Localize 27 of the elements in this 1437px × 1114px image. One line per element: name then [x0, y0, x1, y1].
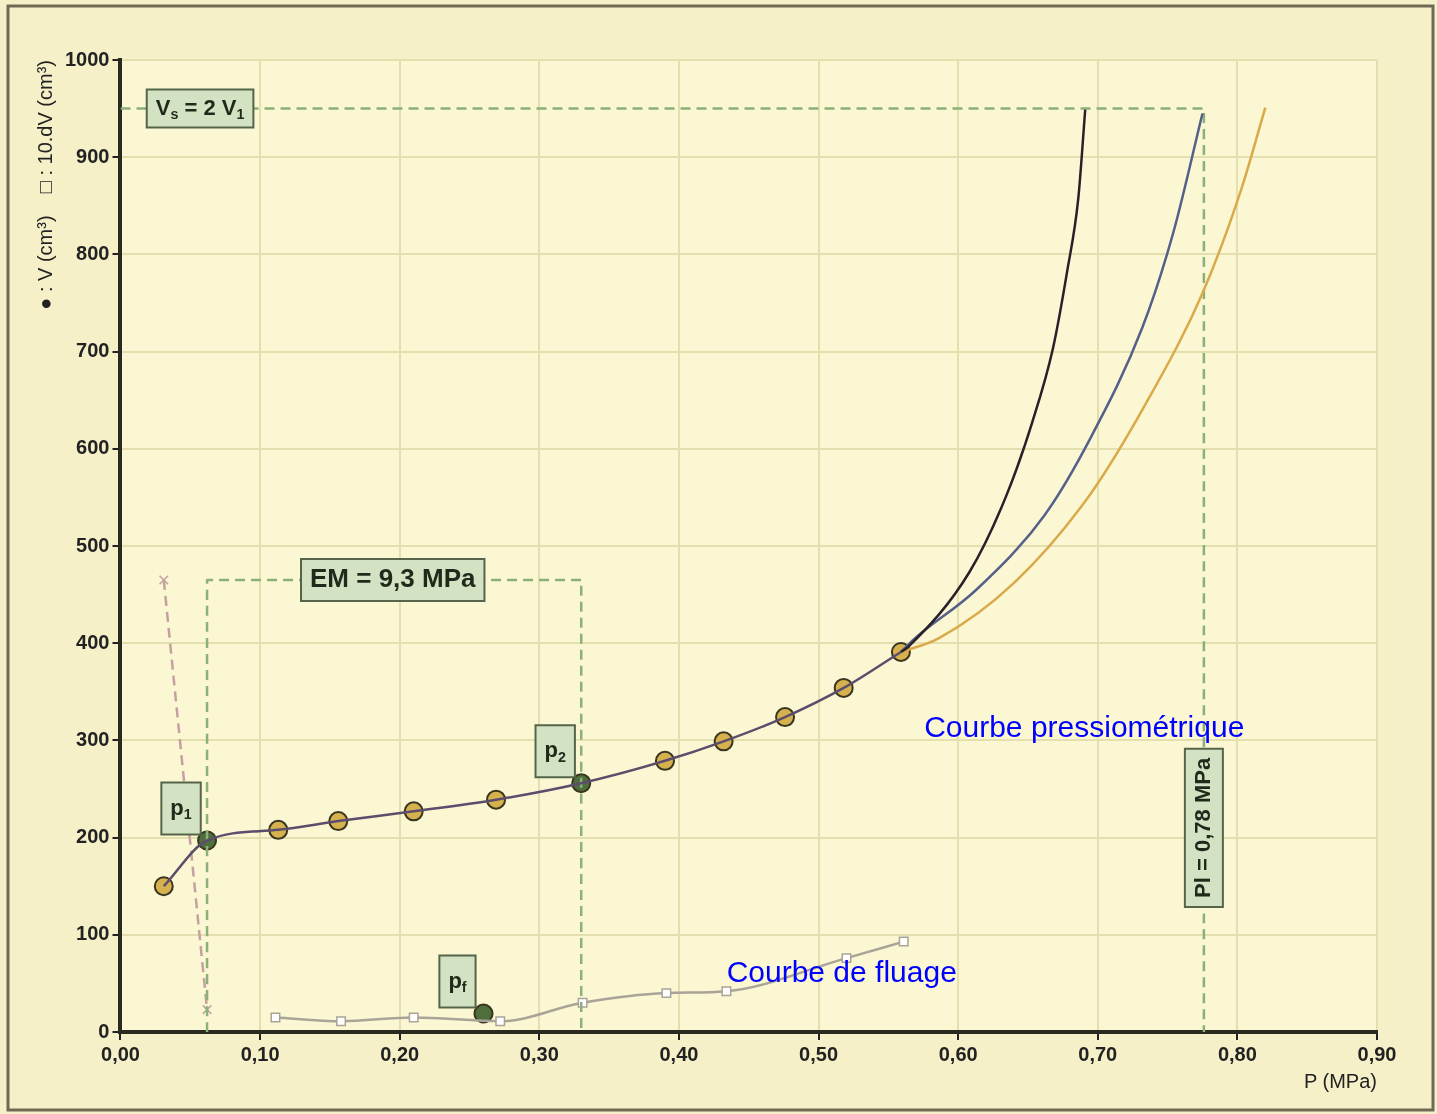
annotation: Pl = 0,78 MPa: [1189, 757, 1215, 898]
x-tick-label: 0,60: [938, 1042, 978, 1065]
annotation: EM = 9,3 MPa: [310, 563, 476, 594]
y-tick-label: 1000: [64, 47, 110, 70]
y-tick-label: 0: [98, 1019, 110, 1042]
x-tick-label: 0,80: [1217, 1042, 1257, 1065]
y-tick-label: 800: [76, 241, 110, 264]
x-tick-label: 0,90: [1357, 1042, 1397, 1065]
y-tick-label: 100: [76, 922, 110, 945]
y-tick-label: 200: [76, 825, 110, 848]
y-tick-label: 500: [76, 533, 110, 556]
x-axis-title: P (MPa): [1304, 1069, 1377, 1092]
annotation: Courbe de fluage: [726, 954, 957, 988]
x-tick-label: 0,10: [240, 1042, 280, 1065]
annotation: Courbe pressiométrique: [924, 710, 1245, 743]
x-tick-label: 0,70: [1078, 1042, 1118, 1065]
x-tick-label: 0,40: [659, 1042, 699, 1065]
y-tick-label: 300: [76, 727, 110, 750]
y-tick-label: 700: [76, 339, 110, 362]
y-tick-label: 400: [76, 630, 110, 653]
y-axis-title: ● : V (cm³) □ : 10.dV (cm³): [33, 60, 56, 310]
y-tick-label: 600: [76, 436, 110, 459]
y-tick-label: 900: [76, 144, 110, 167]
x-tick-label: 0,50: [799, 1042, 839, 1065]
x-tick-label: 0,00: [101, 1042, 140, 1065]
x-tick-label: 0,20: [380, 1042, 420, 1065]
x-tick-label: 0,30: [519, 1042, 559, 1065]
